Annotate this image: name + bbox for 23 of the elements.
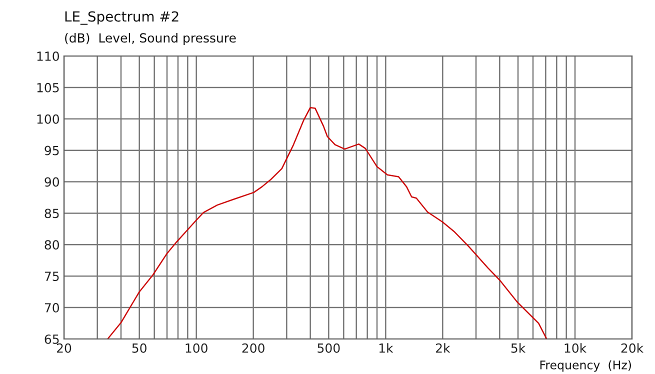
x-tick-label: 20k [621,343,644,353]
x-tick-label: 50 [132,343,146,353]
y-tick-label: 100 [37,114,60,124]
y-tick-label: 105 [37,82,59,92]
y-tick-label: 95 [44,146,59,156]
y-tick-label: 110 [37,51,60,61]
y-tick-label: 70 [44,303,60,312]
x-tick-label: 2k [436,343,450,353]
y-tick-label: 90 [44,177,60,187]
chart-title: LE_Spectrum #2 [65,11,178,25]
y-tick-label: 75 [44,272,59,282]
x-tick-label: 10k [564,343,587,353]
x-tick-label: 100 [186,343,208,353]
x-axis-title: Frequency (Hz) [540,360,631,372]
x-tick-label: 500 [318,343,340,353]
y-tick-label: 85 [44,208,59,218]
x-tick-label: 1k [379,343,394,353]
x-tick-label: 20 [56,343,72,353]
x-tick-label: 5k [511,343,526,353]
x-tick-label: 200 [242,343,264,353]
y-tick-label: 65 [44,334,59,344]
y-tick-label: 80 [44,240,60,250]
y-axis-title: (dB) Level, Sound pressure [65,32,236,46]
